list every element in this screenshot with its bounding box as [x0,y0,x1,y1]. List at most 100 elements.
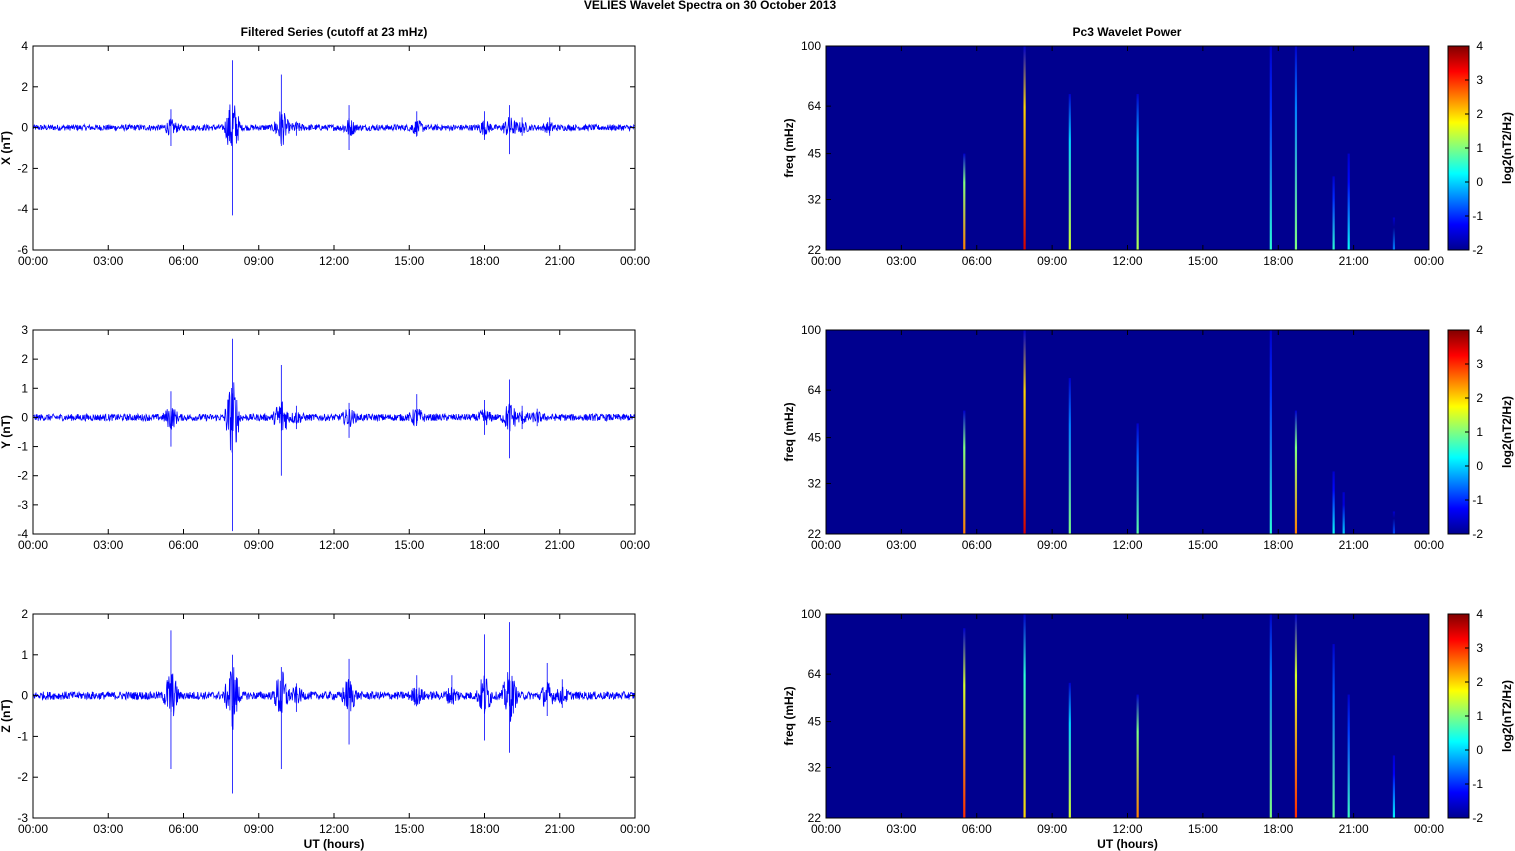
wavelet-3-colorbar-tick-label: 4 [1476,607,1483,621]
wavelet-2-power-streak [1392,511,1396,534]
wavelet-2-power-streak [1023,330,1026,534]
series-2-x-tick-label: 00:00 [18,538,48,552]
series-1-x-tick-label: 09:00 [244,254,274,268]
series-2-y-tick-label: -1 [17,440,28,454]
wavelet-2-colorbar-tick-label: 4 [1476,323,1483,337]
wavelet-1-x-tick-label: 21:00 [1339,254,1369,268]
wavelet-2-power-streak [1342,492,1345,534]
wavelet-1-power-streak [1023,46,1026,250]
wavelet-1-colorbar-tick-label: -2 [1472,243,1483,257]
wavelet-1-ylabel: freq (mHz) [782,118,796,177]
wavelet-1-colorbar-tick-label: 2 [1476,107,1483,121]
wavelet-3-x-tick-label: 06:00 [962,822,992,836]
wavelet-1-x-tick-label: 03:00 [886,254,916,268]
series-2-x-tick-label: 18:00 [469,538,499,552]
wavelet-3-power-streak [1023,614,1026,818]
wavelet-1-colorbar-tick-label: 1 [1476,141,1483,155]
wavelet-2-x-tick-label: 18:00 [1263,538,1293,552]
series-1-y-tick-label: -2 [17,161,28,175]
series-2-y-tick-label: -2 [17,469,28,483]
series-2-y-tick-label: -3 [17,498,28,512]
wavelet-2-power-streak [1294,410,1298,534]
series-2-x-tick-label: 06:00 [168,538,198,552]
wavelet-1-x-tick-label: 00:00 [811,254,841,268]
wavelet-1-x-tick-label: 06:00 [962,254,992,268]
series-1-y-tick-label: -6 [17,243,28,257]
wavelet-3-power-streak [1136,694,1139,818]
wavelet-1-power-streak [1136,94,1139,251]
wavelet-3-power-streak [1332,644,1335,818]
wavelet-2-power-streak [1136,423,1139,534]
wavelet-2-x-tick-label: 00:00 [811,538,841,552]
wavelet-3-power-streak [1347,694,1350,818]
wavelet-1-power-streak [1068,94,1071,251]
series-3-x-tick-label: 00:00 [18,822,48,836]
series-3-x-tick-label: 09:00 [244,822,274,836]
wavelet-2-colorbar-tick-label: -2 [1472,527,1483,541]
wavelet-1-power-streak [1269,46,1272,250]
series-3-y-tick-label: -2 [17,770,28,784]
wavelet-3-x-tick-label: 03:00 [886,822,916,836]
series-2-y-tick-label: 2 [21,352,28,366]
wavelet-1-y-tick-label: 22 [808,243,822,257]
series-2-plot-area [33,330,635,534]
series-3-y-tick-label: 1 [21,648,28,662]
wavelet-3-x-tick-label: 21:00 [1339,822,1369,836]
wavelet-3-y-tick-label: 100 [801,607,821,621]
wavelet-1-colorbar-tick-label: -1 [1472,209,1483,223]
series-2-x-tick-label: 03:00 [93,538,123,552]
wavelet-3-y-tick-label: 45 [808,715,822,729]
wavelet-2-power-streak [963,410,966,534]
wavelet-3-heatmap-bg [826,614,1429,818]
series-2-y-tick-label: 3 [21,323,28,337]
series-3-y-tick-label: 2 [21,607,28,621]
series-3-x-tick-label: 00:00 [620,822,650,836]
series-1-y-tick-label: -4 [17,202,28,216]
series-3-x-tick-label: 03:00 [93,822,123,836]
series-2-x-tick-label: 09:00 [244,538,274,552]
series-2-x-tick-label: 00:00 [620,538,650,552]
series-1-x-tick-label: 18:00 [469,254,499,268]
wavelet-1-x-tick-label: 00:00 [1414,254,1444,268]
series-1-y-tick-label: 4 [21,39,28,53]
wavelet-2-colorbar-label: log2(nT2/Hz) [1500,396,1514,468]
wavelet-1-x-tick-label: 18:00 [1263,254,1293,268]
wavelet-1-power-streak [1332,176,1335,250]
wavelet-1-y-tick-label: 32 [808,193,822,207]
wavelet-1-power-streak [1392,217,1396,250]
wavelet-1-y-tick-label: 100 [801,39,821,53]
wavelet-2-x-tick-label: 00:00 [1414,538,1444,552]
series-2-y-tick-label: -4 [17,527,28,541]
series-3-x-tick-label: 21:00 [545,822,575,836]
wavelet-3-y-tick-label: 32 [808,761,822,775]
series-1-y-tick-label: 0 [21,121,28,135]
wavelet-1-heatmap-bg [826,46,1429,250]
series-2-y-tick-label: 1 [21,381,28,395]
wavelet-2-power-streak [1068,378,1071,534]
series-3-plot-area [33,614,635,818]
wavelet-3-colorbar-tick-label: 3 [1476,641,1483,655]
series-1-plot-area [33,46,635,250]
series-1-ylabel: X (nT) [0,131,13,165]
wavelet-3-ylabel: freq (mHz) [782,686,796,745]
wavelet-3-x-tick-label: 00:00 [1414,822,1444,836]
series-2-x-tick-label: 21:00 [545,538,575,552]
wavelet-2-y-tick-label: 45 [808,431,822,445]
wavelet-3-colorbar-tick-label: 1 [1476,709,1483,723]
series-2-x-tick-label: 15:00 [394,538,424,552]
wavelet-1-x-tick-label: 12:00 [1112,254,1142,268]
wavelet-1-y-tick-label: 45 [808,147,822,161]
series-3-x-tick-label: 18:00 [469,822,499,836]
wavelet-3-power-streak [1269,614,1272,818]
wavelet-3-power-streak [1392,755,1396,818]
wavelet-2-colorbar-tick-label: -1 [1472,493,1483,507]
wavelet-1-colorbar-tick-label: 4 [1476,39,1483,53]
series-1-x-tick-label: 21:00 [545,254,575,268]
series-1-x-tick-label: 00:00 [620,254,650,268]
wavelet-1-y-tick-label: 64 [808,99,822,113]
series-2-ylabel: Y (nT) [0,415,13,449]
figure-title: VELIES Wavelet Spectra on 30 October 201… [584,0,837,12]
series-1-x-tick-label: 06:00 [168,254,198,268]
series-3-x-tick-label: 06:00 [168,822,198,836]
